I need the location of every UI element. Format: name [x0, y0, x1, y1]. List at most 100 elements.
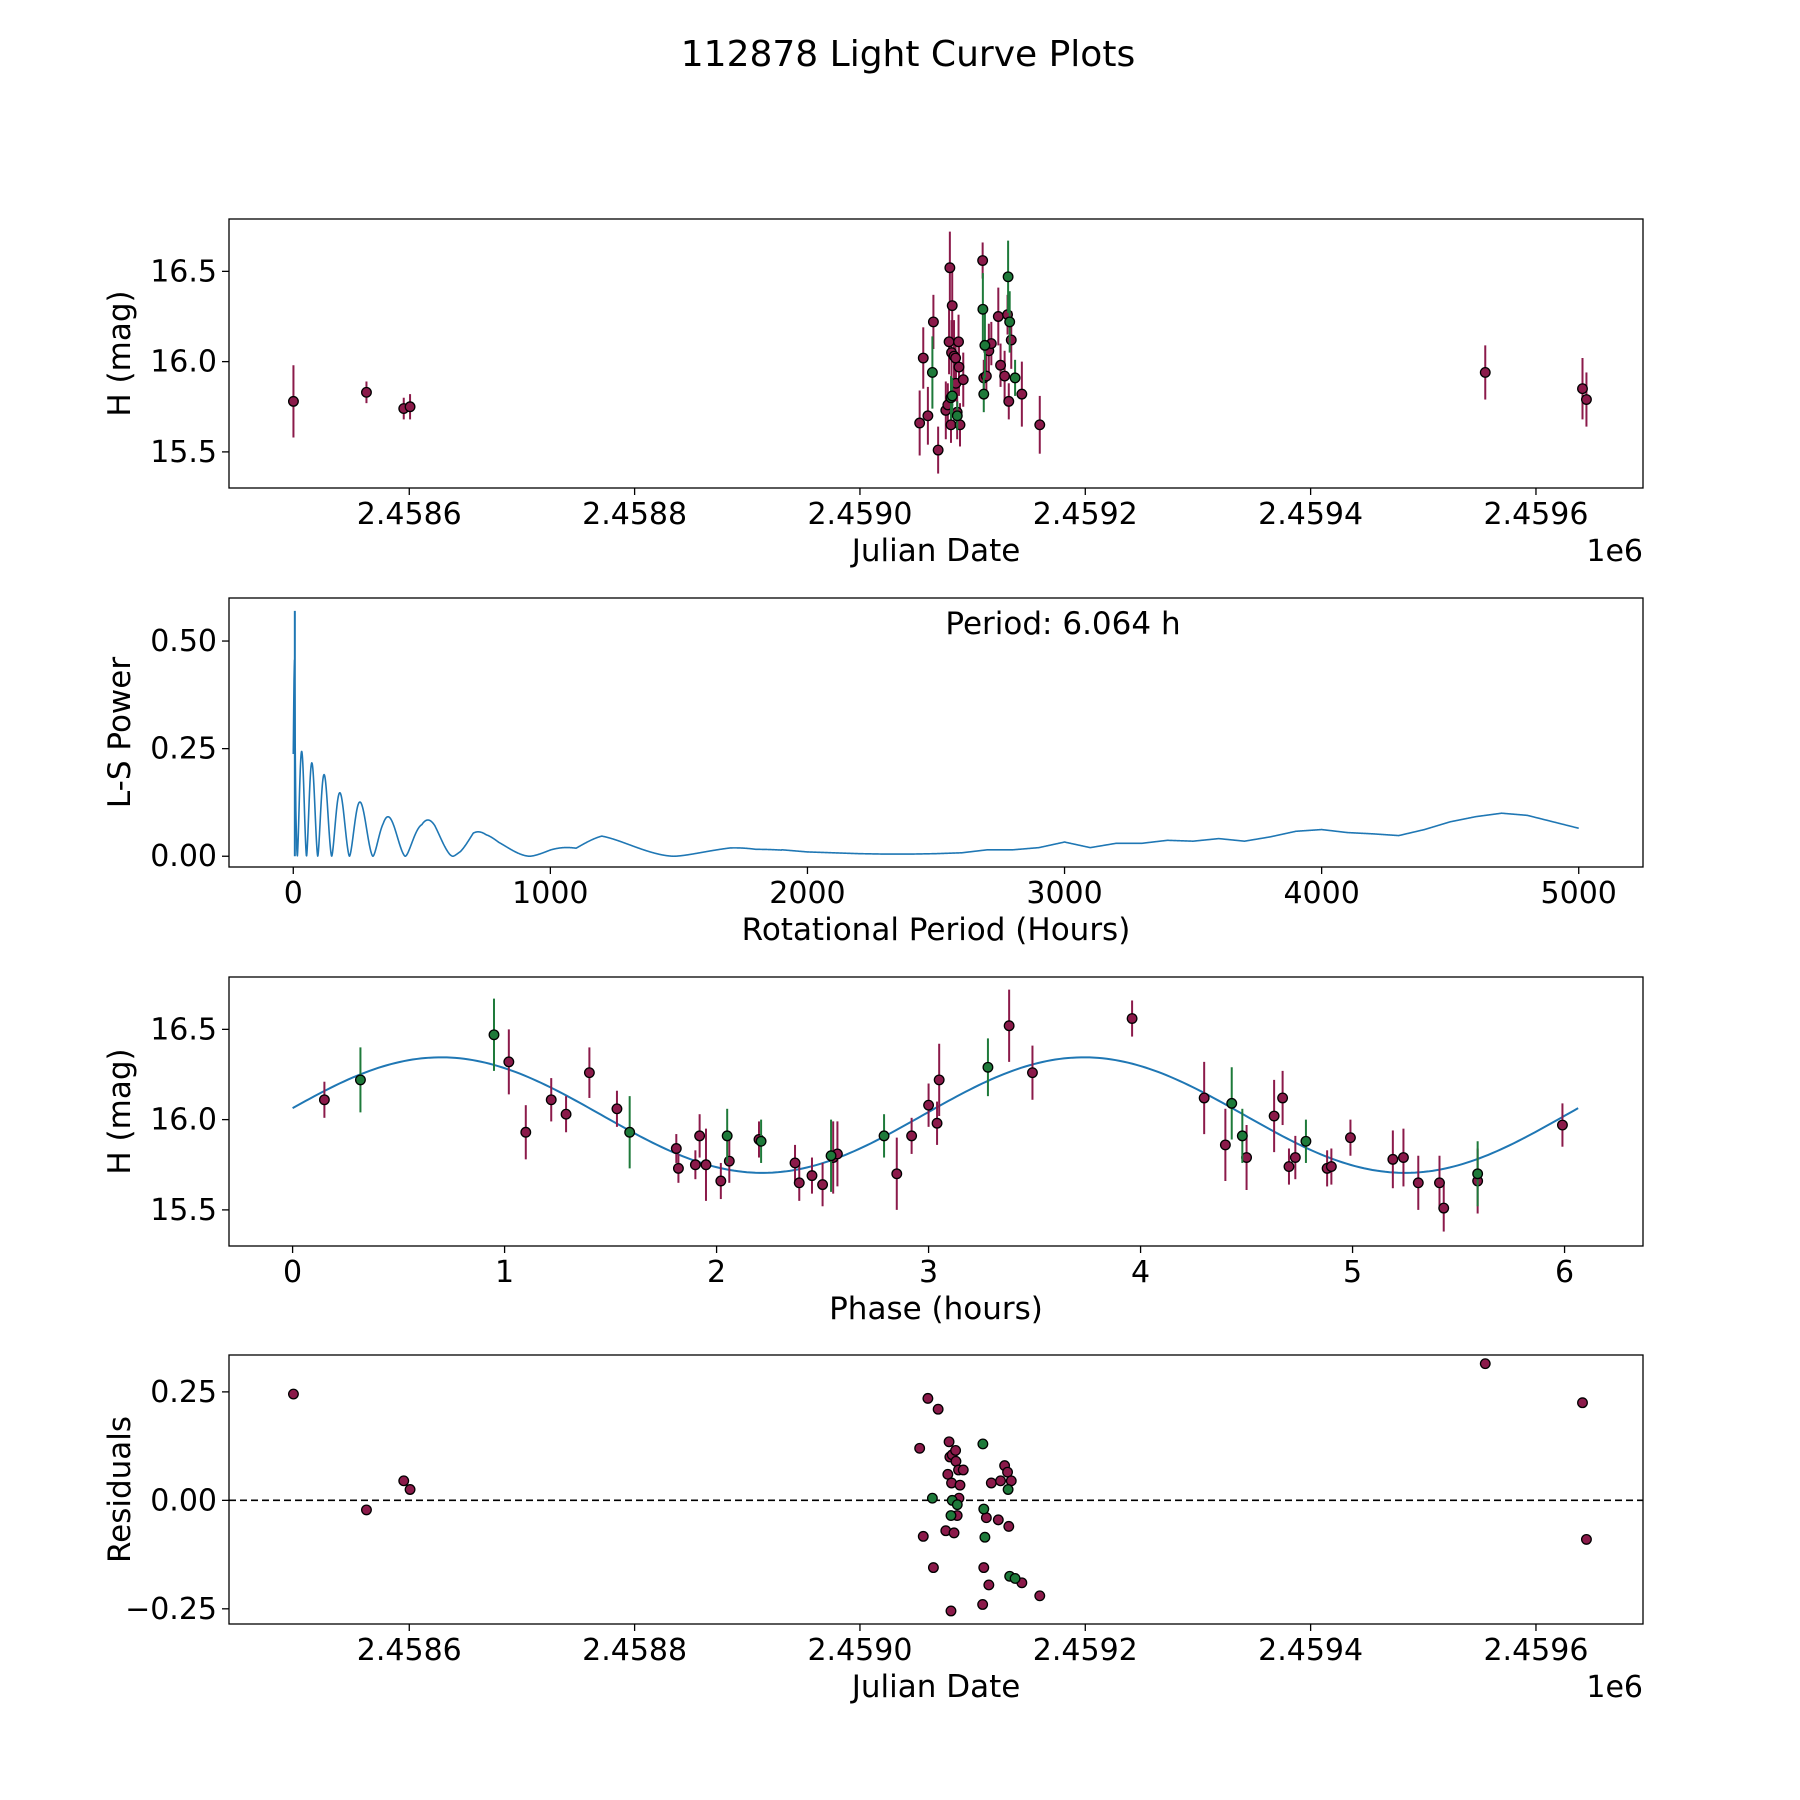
x-tick-label: 2.4590	[807, 1633, 912, 1668]
magenta-data-point	[931, 1117, 943, 1129]
magenta-data-point	[503, 1056, 515, 1068]
green-data-point	[977, 1438, 989, 1450]
magenta-data-point	[1198, 1092, 1210, 1104]
magenta-data-point	[923, 1099, 935, 1111]
y-tick-label: 15.5	[150, 435, 217, 470]
magenta-data-point	[927, 316, 939, 328]
y-tick-label: 0.25	[150, 1375, 217, 1410]
x-tick-label: 6	[1555, 1255, 1574, 1290]
magenta-data-point	[817, 1179, 829, 1191]
magenta-data-point	[560, 1108, 572, 1120]
magenta-data-point	[715, 1175, 727, 1187]
x-tick-label: 2.4590	[807, 497, 912, 532]
magenta-data-point	[318, 1094, 330, 1106]
magenta-data-point	[977, 255, 989, 266]
green-data-point	[1009, 1572, 1021, 1584]
magenta-data-point	[1277, 1092, 1289, 1104]
green-data-point	[354, 1074, 366, 1086]
green-data-point	[977, 303, 989, 315]
green-data-point	[755, 1135, 767, 1147]
x-tick-label: 2.4594	[1258, 1633, 1363, 1668]
magenta-data-point	[922, 410, 934, 422]
x-tick-label: 3	[919, 1255, 938, 1290]
x-tick-label: 1000	[512, 876, 588, 911]
magenta-data-point	[806, 1170, 818, 1182]
magenta-data-point	[950, 352, 962, 364]
green-data-point	[946, 390, 958, 402]
magenta-data-point	[932, 1403, 944, 1415]
magenta-data-point	[953, 361, 965, 373]
y-axis-label: Residuals	[102, 1416, 138, 1563]
magenta-data-point	[1412, 1177, 1424, 1189]
y-tick-label: 15.5	[150, 1193, 217, 1228]
magenta-data-point	[945, 419, 957, 431]
green-data-point	[951, 410, 963, 422]
magenta-data-point	[946, 300, 958, 312]
magenta-data-point	[789, 1157, 801, 1169]
magenta-data-point	[287, 1388, 299, 1400]
x-axis-label: Phase (hours)	[829, 1291, 1043, 1327]
magenta-data-point	[943, 1436, 955, 1448]
magenta-data-point	[1479, 367, 1491, 378]
x-tick-label: 5	[1343, 1255, 1362, 1290]
magenta-data-point	[404, 401, 416, 413]
magenta-data-point	[933, 1074, 945, 1086]
period-annotation: Period: 6.064 h	[945, 606, 1180, 642]
magenta-data-point	[1034, 1590, 1046, 1602]
magenta-data-point	[927, 1562, 939, 1574]
green-data-point	[488, 1029, 500, 1041]
magenta-data-point	[1034, 419, 1046, 431]
magenta-data-point	[1289, 1152, 1301, 1163]
magenta-data-point	[995, 1475, 1007, 1487]
periodogram-axes-frame	[228, 597, 1644, 868]
figure-title: 112878 Light Curve Plots	[681, 34, 1135, 75]
magenta-data-point	[957, 374, 969, 386]
y-tick-label: −0.25	[125, 1592, 217, 1627]
green-data-point	[982, 1061, 994, 1073]
magenta-data-point	[922, 1392, 934, 1404]
magenta-data-point	[545, 1094, 557, 1106]
magenta-data-point	[917, 352, 929, 364]
y-axis-label: L-S Power	[102, 657, 138, 808]
x-tick-label: 4	[1131, 1255, 1150, 1290]
x-axis-label: Julian Date	[850, 1669, 1021, 1705]
magenta-data-point	[1580, 394, 1592, 405]
x-tick-label: 2.4596	[1483, 497, 1588, 532]
magenta-data-point	[1387, 1153, 1399, 1165]
green-data-point	[721, 1130, 733, 1142]
magenta-data-point	[944, 262, 956, 274]
x-tick-label: 2.4588	[582, 1633, 687, 1668]
magenta-data-point	[793, 1177, 805, 1189]
green-data-point	[951, 1499, 963, 1511]
green-data-point	[978, 1503, 990, 1515]
phased-panel: 0 1 2 3 4 5 6 15.5 16.0 16.5 Phase (hours) H (mag)	[102, 976, 1644, 1327]
y-axis-label: H (mag)	[102, 1048, 138, 1174]
magenta-data-point	[906, 1130, 918, 1142]
magenta-data-point	[361, 386, 372, 398]
green-data-point	[1226, 1097, 1238, 1109]
magenta-data-point	[954, 1479, 966, 1491]
magenta-data-point	[985, 1477, 997, 1489]
y-tick-label: 16.5	[150, 254, 217, 289]
magenta-data-point	[914, 417, 926, 429]
green-data-point	[878, 1130, 890, 1142]
y-tick-label: 16.5	[150, 1012, 217, 1047]
y-tick-label: 0.50	[150, 624, 217, 659]
magenta-data-point	[957, 1464, 969, 1476]
green-data-point	[1236, 1130, 1248, 1142]
magenta-data-point	[917, 1530, 929, 1542]
green-data-point	[978, 388, 990, 400]
magenta-data-point	[694, 1130, 706, 1142]
magenta-data-point	[1479, 1358, 1491, 1370]
magenta-data-point	[1005, 334, 1017, 346]
magenta-data-point	[1434, 1177, 1445, 1189]
x-tick-label: 0	[283, 1255, 302, 1290]
magenta-data-point	[950, 1445, 962, 1456]
magenta-data-point	[700, 1159, 712, 1171]
magenta-data-point	[1283, 1161, 1295, 1173]
magenta-data-point	[1580, 1533, 1592, 1545]
x-tick-label: 2.4594	[1258, 497, 1363, 532]
magenta-data-point	[672, 1162, 684, 1174]
y-axis-label: H (mag)	[102, 290, 138, 416]
